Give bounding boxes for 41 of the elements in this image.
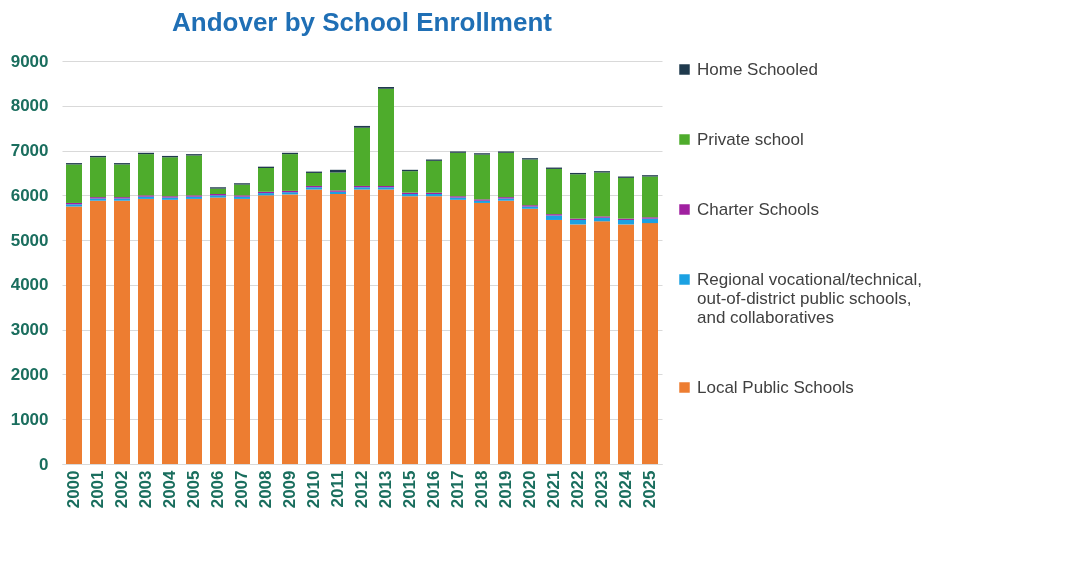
y-tick-label: 2000	[10, 364, 49, 384]
legend-label: Private school	[697, 129, 804, 149]
y-tick-label: 8000	[10, 96, 49, 116]
y-tick-label: 1000	[10, 409, 49, 429]
y-tick-label: 5000	[10, 230, 49, 250]
legend-label: Home Schooled	[697, 59, 818, 79]
x-tick-label: 2001	[88, 470, 107, 509]
x-tick-label: 2005	[184, 470, 203, 509]
y-tick-label: 6000	[10, 185, 49, 205]
x-tick-label: 2015	[400, 470, 419, 509]
y-tick-label: 9000	[10, 51, 49, 71]
x-tick-label: 2009	[280, 470, 299, 509]
x-tick-label: 2002	[112, 470, 131, 509]
y-tick-label: 3000	[10, 320, 49, 340]
y-tick-label: 7000	[10, 141, 49, 161]
x-tick-label: 2024	[616, 469, 635, 509]
x-tick-label: 2004	[160, 469, 179, 509]
legend-label: Local Public Schools	[697, 377, 854, 397]
x-tick-label: 2003	[136, 470, 155, 509]
x-tick-label: 2017	[448, 470, 467, 509]
x-tick-label: 2013	[376, 470, 395, 509]
y-tick-label: 0	[39, 454, 49, 474]
y-tick-label: 4000	[10, 275, 49, 295]
legend-label: Regional vocational/technical, out-of-district public schools, and collaboratives	[697, 269, 922, 327]
x-tick-label: 2011	[328, 470, 347, 508]
x-tick-label: 2023	[592, 470, 611, 509]
x-tick-label: 2016	[424, 470, 443, 509]
x-tick-label: 2018	[472, 470, 491, 509]
x-tick-label: 2012	[352, 470, 371, 509]
x-tick-label: 2007	[232, 470, 251, 509]
x-tick-label: 2008	[256, 470, 275, 509]
legend-label: Charter Schools	[697, 199, 819, 219]
x-tick-label: 2010	[304, 470, 323, 509]
x-tick-label: 2000	[64, 470, 83, 509]
x-tick-label: 2020	[520, 470, 539, 509]
x-tick-label: 2022	[568, 470, 587, 509]
x-tick-label: 2006	[208, 470, 227, 509]
x-tick-label: 2019	[496, 470, 515, 509]
chart-title: Andover by School Enrollment	[172, 7, 553, 37]
x-tick-label: 2021	[544, 470, 563, 509]
x-tick-label: 2025	[640, 470, 659, 509]
